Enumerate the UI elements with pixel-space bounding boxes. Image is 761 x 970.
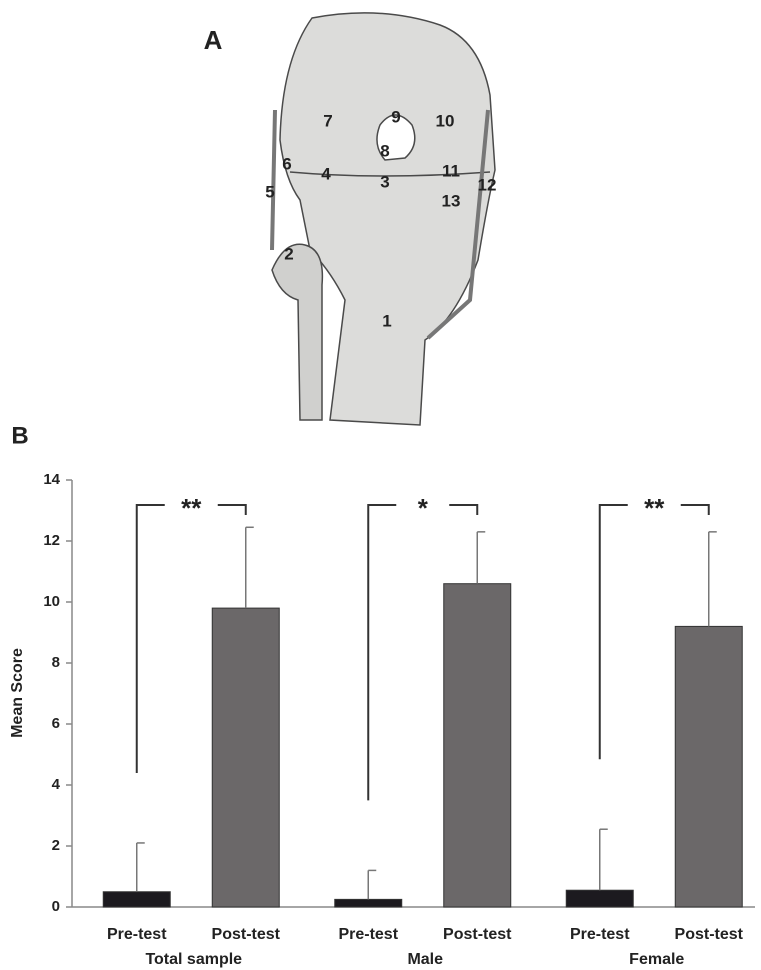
bar-label: Post-test [675, 926, 744, 943]
y-tick-label: 6 [52, 715, 60, 732]
bar-label: Post-test [212, 926, 281, 943]
category-label: Female [629, 951, 684, 968]
y-tick-label: 8 [52, 654, 60, 671]
bar [103, 892, 170, 907]
bar-label: Post-test [443, 926, 512, 943]
structure-number: 1 [382, 311, 391, 330]
category-label: Male [407, 951, 443, 968]
y-tick-label: 10 [43, 593, 60, 610]
y-tick-label: 0 [52, 898, 60, 915]
structure-number: 8 [380, 141, 389, 160]
knee-illustration [272, 13, 495, 425]
structure-number: 13 [442, 191, 461, 210]
y-axis-label: Mean Score [9, 648, 26, 738]
y-tick-label: 12 [43, 532, 60, 549]
structure-number: 5 [265, 182, 274, 201]
structure-number: 7 [323, 111, 332, 130]
structure-number: 10 [436, 111, 455, 130]
structure-number: 11 [442, 161, 460, 180]
figure: A B Mean Score 1234567891011121302468101… [0, 0, 761, 970]
structure-number: 9 [391, 107, 400, 126]
panel-label: B [11, 422, 28, 449]
bar [566, 890, 633, 907]
bar [335, 899, 402, 907]
structure-number: 2 [284, 244, 293, 263]
bar [444, 584, 511, 907]
significance-label: ** [181, 493, 202, 523]
structure-number: 12 [478, 175, 497, 194]
structure-number: 4 [321, 164, 331, 183]
bar [675, 626, 742, 907]
structure-number: 3 [380, 172, 389, 191]
panel-label: A [204, 25, 223, 55]
structure-number: 6 [282, 154, 291, 173]
y-tick-label: 14 [43, 471, 60, 488]
bar-label: Pre-test [338, 926, 398, 943]
y-tick-label: 4 [52, 776, 61, 793]
significance-label: ** [644, 493, 665, 523]
bar-label: Pre-test [107, 926, 167, 943]
bar [212, 608, 279, 907]
bar-label: Pre-test [570, 926, 630, 943]
category-label: Total sample [145, 951, 242, 968]
significance-label: * [418, 493, 429, 523]
y-tick-label: 2 [52, 837, 60, 854]
